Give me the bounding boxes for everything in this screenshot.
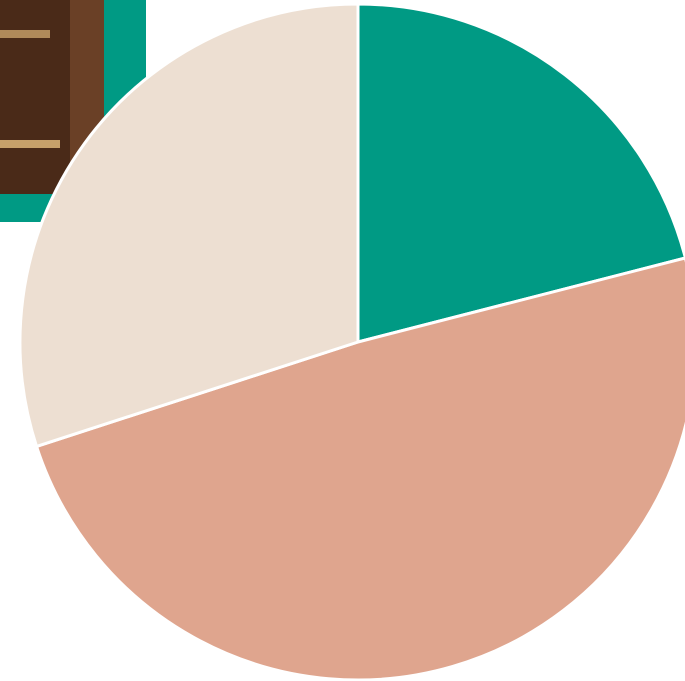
pie-slice	[35, 256, 685, 681]
pie-slice	[356, 2, 685, 344]
pie	[18, 2, 685, 681]
pie-slice	[18, 2, 360, 448]
photo-detail	[0, 30, 50, 38]
photo-detail	[0, 140, 60, 148]
